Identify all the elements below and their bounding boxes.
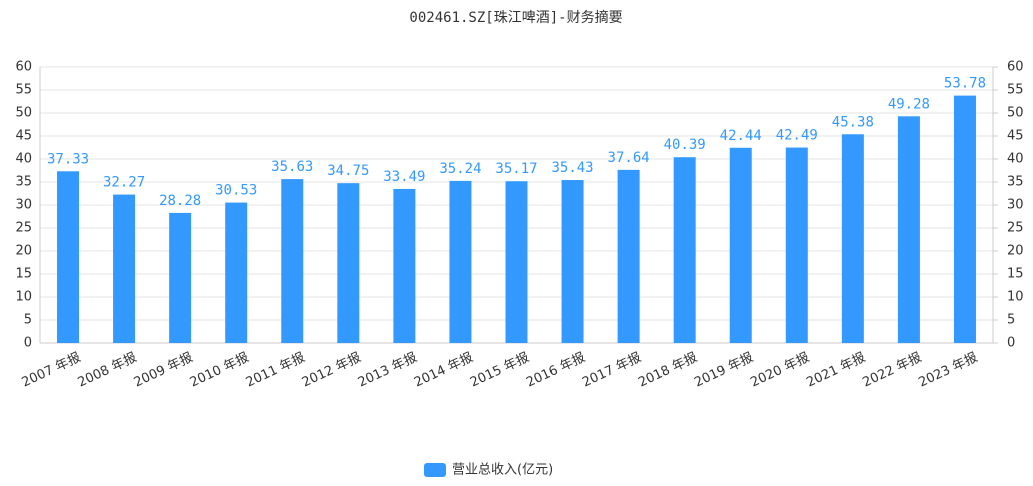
y-tick-label: 0	[24, 336, 32, 351]
y-tick-label: 60	[15, 60, 32, 75]
value-label: 35.43	[551, 160, 593, 176]
y-tick-label: 35	[15, 175, 32, 190]
y-tick-label: 25	[15, 221, 32, 236]
y-tick-label: 30	[15, 198, 32, 213]
bar	[953, 95, 976, 343]
bar	[729, 147, 752, 343]
x-tick-label: 2022 年报	[860, 350, 924, 390]
y-tick-label: 45	[15, 129, 32, 144]
y2-tick-label: 50	[1007, 106, 1024, 121]
value-label: 35.63	[271, 159, 313, 175]
y-tick-label: 5	[24, 313, 32, 328]
bar	[225, 202, 248, 343]
y2-tick-label: 60	[1007, 60, 1024, 75]
bar	[673, 157, 696, 343]
x-tick-label: 2017 年报	[580, 350, 644, 390]
bar	[113, 194, 136, 343]
value-label: 35.24	[439, 161, 481, 177]
bar	[841, 134, 864, 343]
value-label: 37.33	[47, 151, 89, 167]
chart-title: 002461.SZ[珠江啤酒]-财务摘要	[409, 9, 622, 26]
bar	[169, 212, 192, 343]
bar	[449, 180, 472, 343]
y2-tick-label: 35	[1007, 175, 1024, 190]
x-tick-label: 2016 年报	[524, 350, 588, 390]
y2-tick-label: 45	[1007, 129, 1024, 144]
y2-tick-label: 10	[1007, 290, 1024, 305]
bar	[505, 181, 528, 343]
y2-tick-label: 0	[1007, 336, 1015, 351]
x-tick-label: 2019 年报	[692, 350, 756, 390]
value-label: 49.28	[888, 96, 930, 112]
y2-tick-label: 15	[1007, 267, 1024, 282]
value-label: 42.49	[776, 128, 818, 144]
x-tick-label: 2011 年报	[244, 350, 308, 390]
value-label: 45.38	[832, 114, 874, 130]
x-tick-label: 2023 年报	[917, 350, 981, 390]
y-tick-label: 10	[15, 290, 32, 305]
x-tick-label: 2013 年报	[356, 350, 420, 390]
bar	[337, 183, 360, 343]
y2-tick-label: 40	[1007, 152, 1024, 167]
y2-tick-label: 5	[1007, 313, 1015, 328]
value-label: 35.17	[495, 161, 537, 177]
value-label: 32.27	[103, 175, 145, 191]
x-tick-label: 2009 年报	[132, 350, 196, 390]
bar	[393, 188, 416, 343]
x-tick-label: 2018 年报	[636, 350, 700, 390]
y2-tick-label: 25	[1007, 221, 1024, 236]
x-tick-label: 2020 年报	[748, 350, 812, 390]
y2-tick-label: 30	[1007, 198, 1024, 213]
y2-tick-label: 20	[1007, 244, 1024, 259]
value-label: 53.78	[944, 76, 986, 92]
value-label: 30.53	[215, 183, 257, 199]
y-tick-label: 40	[15, 152, 32, 167]
x-tick-label: 2008 年报	[76, 350, 140, 390]
x-tick-label: 2015 年报	[468, 350, 532, 390]
legend-label: 营业总收入(亿元)	[452, 463, 553, 478]
bar	[897, 116, 920, 343]
bar	[57, 171, 80, 343]
bar	[561, 180, 584, 343]
bar	[281, 179, 304, 343]
x-tick-label: 2007 年报	[20, 350, 84, 390]
legend-swatch	[424, 463, 446, 477]
bar	[785, 147, 808, 343]
y-tick-label: 50	[15, 106, 32, 121]
value-label: 28.28	[159, 193, 201, 209]
y2-tick-label: 55	[1007, 83, 1024, 98]
bar	[617, 169, 640, 343]
value-label: 33.49	[383, 169, 425, 185]
y-tick-label: 20	[15, 244, 32, 259]
value-label: 40.39	[664, 137, 706, 153]
x-tick-label: 2012 年报	[300, 350, 364, 390]
value-label: 37.64	[608, 150, 650, 166]
x-tick-label: 2021 年报	[804, 350, 868, 390]
x-tick-label: 2010 年报	[188, 350, 252, 390]
y-tick-label: 55	[15, 83, 32, 98]
value-label: 34.75	[327, 163, 369, 179]
y-tick-label: 15	[15, 267, 32, 282]
value-label: 42.44	[720, 128, 762, 144]
x-tick-label: 2014 年报	[412, 350, 476, 390]
